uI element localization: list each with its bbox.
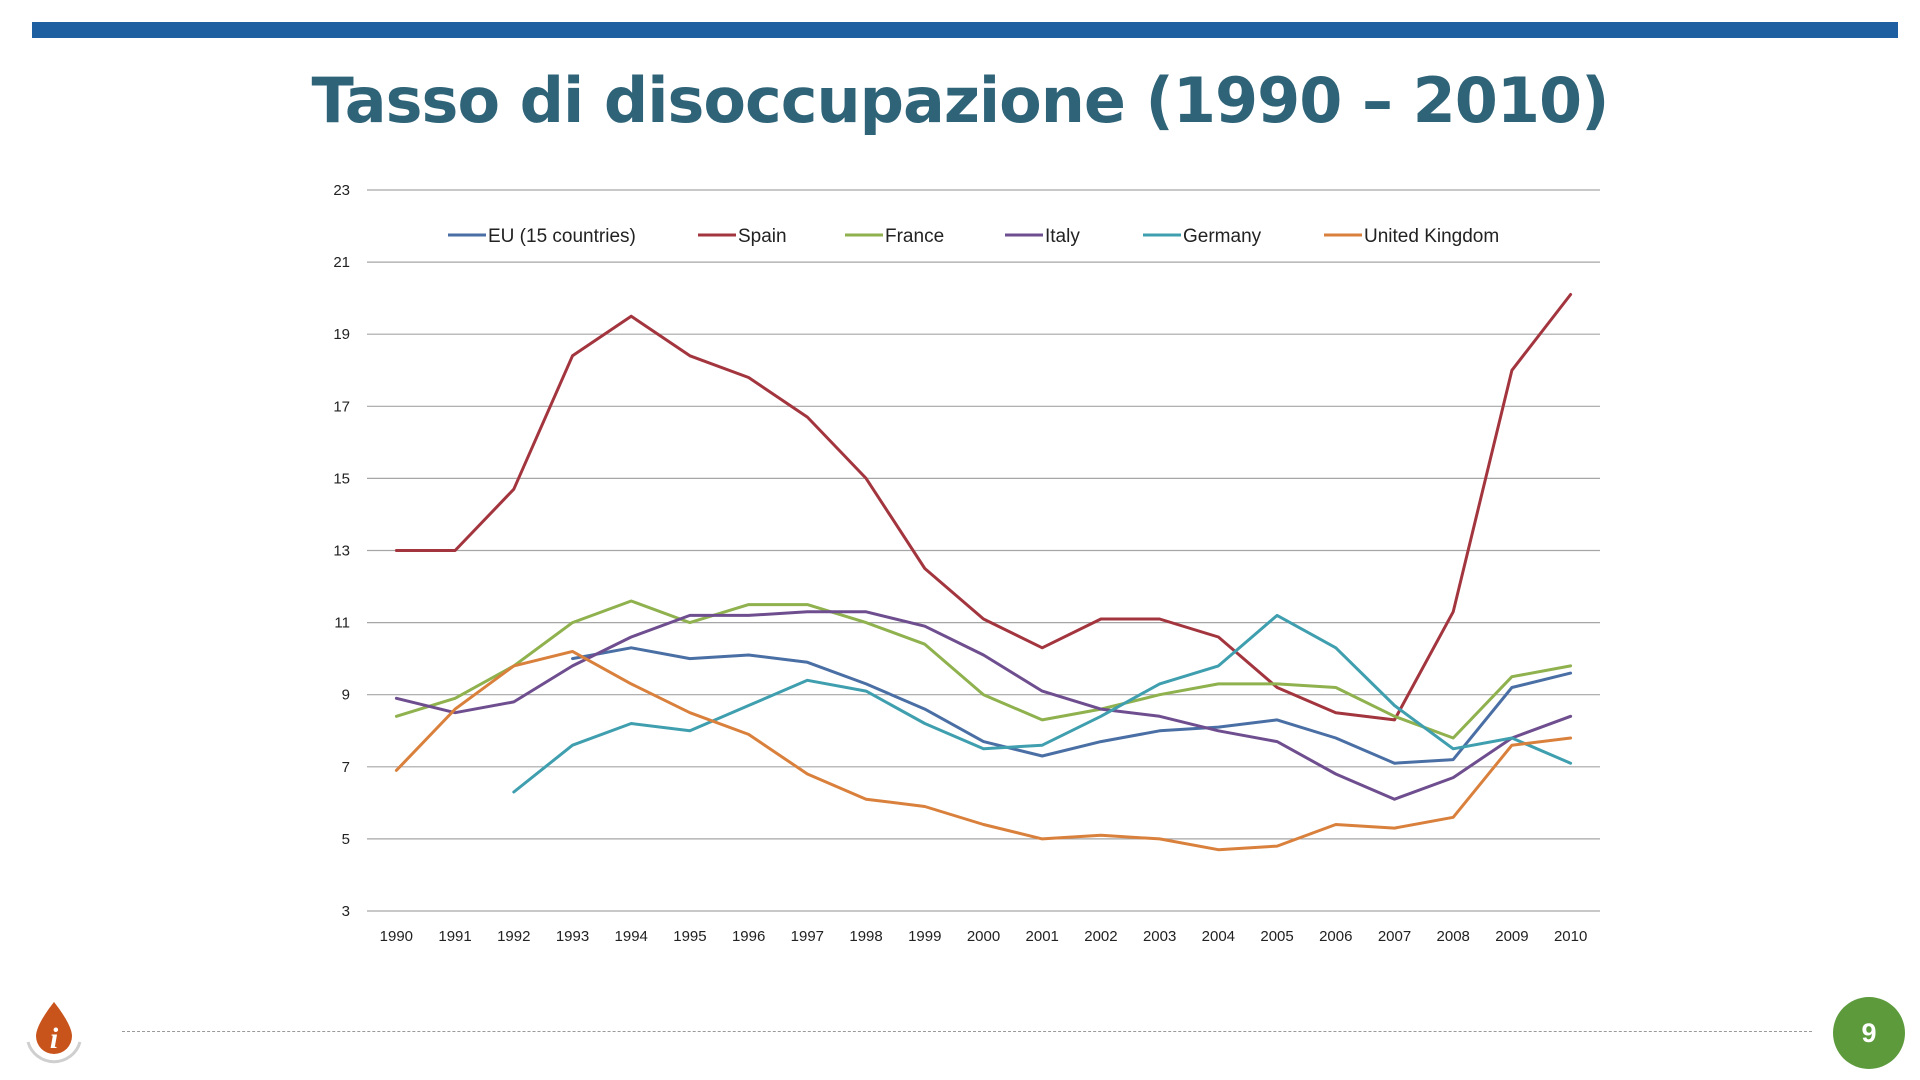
- x-tick-label: 2010: [1554, 928, 1587, 945]
- series-line-united-kingdom: [394, 649, 1573, 852]
- y-tick-label: 7: [342, 759, 350, 776]
- series-lines: [394, 293, 1573, 852]
- y-tick-label: 5: [342, 831, 350, 848]
- legend-label: Germany: [1183, 226, 1262, 247]
- legend-label: Italy: [1045, 226, 1080, 247]
- legend-label: France: [885, 226, 944, 247]
- y-tick-label: 13: [333, 543, 350, 560]
- grid-lines: [367, 189, 1600, 912]
- x-tick-label: 2006: [1319, 928, 1352, 945]
- series-line-italy: [394, 610, 1573, 801]
- series-line-spain: [394, 293, 1573, 722]
- footer-divider: [122, 1031, 1812, 1032]
- x-tick-label: 1995: [673, 928, 706, 945]
- y-tick-label: 11: [334, 615, 350, 632]
- x-tick-label: 2004: [1202, 928, 1235, 945]
- chart-legend: EU (15 countries) Spain France Italy Germany…: [448, 226, 1499, 247]
- x-tick-label: 2009: [1495, 928, 1528, 945]
- x-tick-label: 1999: [908, 928, 941, 945]
- info-icon: i: [18, 996, 90, 1068]
- x-tick-label: 1996: [732, 928, 765, 945]
- top-accent-bar: [32, 22, 1898, 38]
- x-tick-label: 2005: [1260, 928, 1293, 945]
- x-tick-label: 1994: [615, 928, 648, 945]
- y-tick-label: 9: [342, 687, 350, 704]
- x-tick-label: 1991: [438, 928, 471, 945]
- legend-label: United Kingdom: [1364, 226, 1499, 247]
- series-line-eu-15-countries-: [571, 646, 1573, 765]
- x-tick-label: 1990: [380, 928, 413, 945]
- page-number-badge: 9: [1833, 997, 1905, 1069]
- y-tick-label: 19: [333, 326, 350, 343]
- y-tick-label: 3: [342, 903, 350, 920]
- x-axis-ticks: 1990 1991 1992 1993 1994 1995 1996 1997 1998 1999…: [380, 928, 1588, 945]
- legend-label: EU (15 countries): [488, 226, 636, 247]
- series-line-france: [394, 599, 1573, 740]
- x-tick-label: 2000: [967, 928, 1000, 945]
- x-tick-label: 1997: [791, 928, 824, 945]
- y-axis-ticks: 3 5 7 9 11 13 15 17 19 21 23: [333, 182, 350, 920]
- y-tick-label: 23: [333, 182, 350, 199]
- x-tick-label: 2001: [1026, 928, 1059, 945]
- x-tick-label: 2002: [1084, 928, 1117, 945]
- x-tick-label: 1992: [497, 928, 530, 945]
- series-line-germany: [512, 613, 1573, 794]
- legend-label: Spain: [738, 226, 787, 247]
- svg-text:i: i: [50, 1022, 59, 1055]
- x-tick-label: 1993: [556, 928, 589, 945]
- x-tick-label: 2008: [1437, 928, 1470, 945]
- slide-title: Tasso di disoccupazione (1990 – 2010): [311, 64, 1610, 137]
- x-tick-label: 1998: [849, 928, 882, 945]
- x-tick-label: 2007: [1378, 928, 1411, 945]
- x-tick-label: 2003: [1143, 928, 1176, 945]
- y-tick-label: 21: [333, 254, 350, 271]
- y-tick-label: 17: [333, 398, 350, 415]
- y-tick-label: 15: [333, 470, 350, 487]
